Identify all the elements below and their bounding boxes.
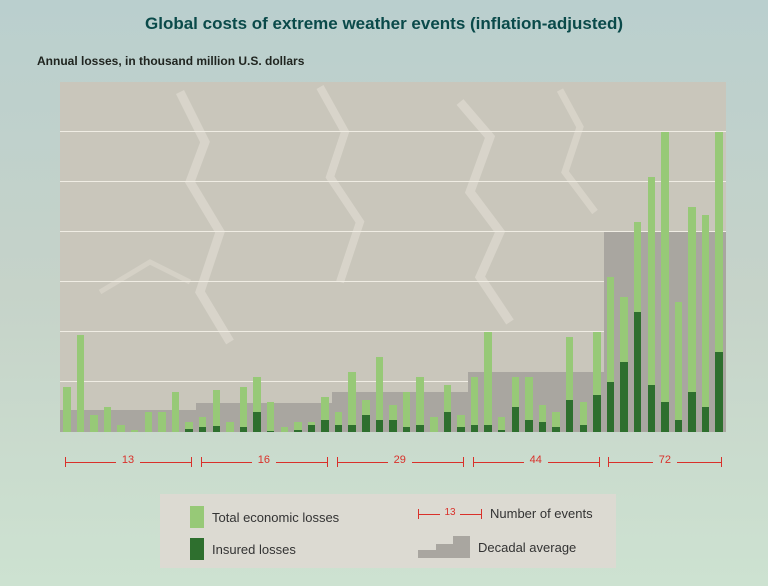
event-count-label: 29 <box>394 454 406 466</box>
insured-bar <box>715 352 722 432</box>
insured-bar <box>620 362 627 432</box>
insured-bar <box>675 420 682 433</box>
total-economic-bar <box>484 332 491 432</box>
insured-bar <box>634 312 641 432</box>
legend-item: Insured losses <box>190 538 296 560</box>
insured-bar <box>607 382 614 432</box>
event-count-label: 13 <box>122 454 134 466</box>
legend-bracket-icon: 13 <box>418 507 482 521</box>
event-bracket-line <box>201 462 252 463</box>
event-bracket-tick <box>327 457 328 467</box>
event-bracket-line <box>608 462 652 463</box>
event-bracket-tick <box>191 457 192 467</box>
legend-label: Total economic losses <box>212 510 339 525</box>
legend-box: Total economic losses Insured losses 13 Num… <box>160 494 616 568</box>
insured-bar <box>389 420 396 433</box>
chart-title: Global costs of extreme weather events (… <box>0 14 768 34</box>
total-economic-bar <box>348 372 355 432</box>
total-economic-bar <box>430 417 437 432</box>
event-bracket-tick <box>721 457 722 467</box>
total-economic-bar <box>226 422 233 432</box>
insured-bar <box>253 412 260 432</box>
legend-label: Decadal average <box>478 540 576 555</box>
event-count-label: 72 <box>659 454 671 466</box>
insured-bar <box>648 385 655 433</box>
total-economic-bar <box>702 215 709 433</box>
total-economic-bar <box>172 392 179 432</box>
insured-bar <box>688 392 695 432</box>
event-bracket-tick <box>65 457 66 467</box>
insured-bar <box>376 420 383 433</box>
insured-bar <box>321 420 328 433</box>
insured-bar <box>512 407 519 432</box>
event-bracket-line <box>473 462 524 463</box>
insured-bar <box>335 425 342 433</box>
plot-area: 010203040506070195019601970198019901998 <box>60 82 726 432</box>
insured-bar <box>661 402 668 432</box>
total-economic-bar <box>267 402 274 432</box>
insured-bar <box>566 400 573 433</box>
insured-bar <box>416 425 423 433</box>
insured-bar <box>484 425 491 433</box>
event-bracket-tick <box>473 457 474 467</box>
legend-step-icon <box>418 536 470 558</box>
insured-bar <box>539 422 546 432</box>
event-bracket-line <box>140 462 191 463</box>
total-economic-bar <box>675 302 682 432</box>
event-bracket-line <box>548 462 599 463</box>
event-bracket-line <box>677 462 721 463</box>
event-bracket-line <box>337 462 388 463</box>
legend-label: Number of events <box>490 506 593 521</box>
legend-item: Decadal average <box>418 536 576 558</box>
event-count-label: 16 <box>258 454 270 466</box>
total-economic-bar <box>240 387 247 432</box>
total-economic-bar <box>145 412 152 432</box>
total-economic-bar <box>63 387 70 432</box>
total-economic-bar <box>403 392 410 432</box>
insured-bar <box>525 420 532 433</box>
insured-bar <box>593 395 600 433</box>
total-economic-bar <box>104 407 111 432</box>
event-bracket-tick <box>599 457 600 467</box>
legend-swatch-icon <box>190 538 204 560</box>
legend-item: 13 Number of events <box>418 506 593 521</box>
insured-bar <box>580 425 587 433</box>
event-bracket-line <box>412 462 463 463</box>
legend-swatch-icon <box>190 506 204 528</box>
gridline <box>60 181 726 182</box>
event-bracket-line <box>276 462 327 463</box>
total-economic-bar <box>117 425 124 433</box>
event-bracket-line <box>65 462 116 463</box>
insured-bar <box>471 425 478 433</box>
total-economic-bar <box>77 335 84 433</box>
insured-bar <box>702 407 709 432</box>
total-economic-bar <box>90 415 97 433</box>
total-economic-bar <box>661 132 668 432</box>
insured-bar <box>444 412 451 432</box>
legend-label: Insured losses <box>212 542 296 557</box>
chart-subtitle: Annual losses, in thousand million U.S. … <box>37 54 304 68</box>
insured-bar <box>308 425 315 433</box>
event-bracket-tick <box>608 457 609 467</box>
event-bracket-tick <box>201 457 202 467</box>
total-economic-bar <box>158 412 165 432</box>
event-bracket-tick <box>463 457 464 467</box>
insured-bar <box>362 415 369 433</box>
insured-bar <box>348 425 355 433</box>
event-count-label: 44 <box>530 454 542 466</box>
event-bracket-tick <box>337 457 338 467</box>
legend-item: Total economic losses <box>190 506 339 528</box>
gridline <box>60 131 726 132</box>
